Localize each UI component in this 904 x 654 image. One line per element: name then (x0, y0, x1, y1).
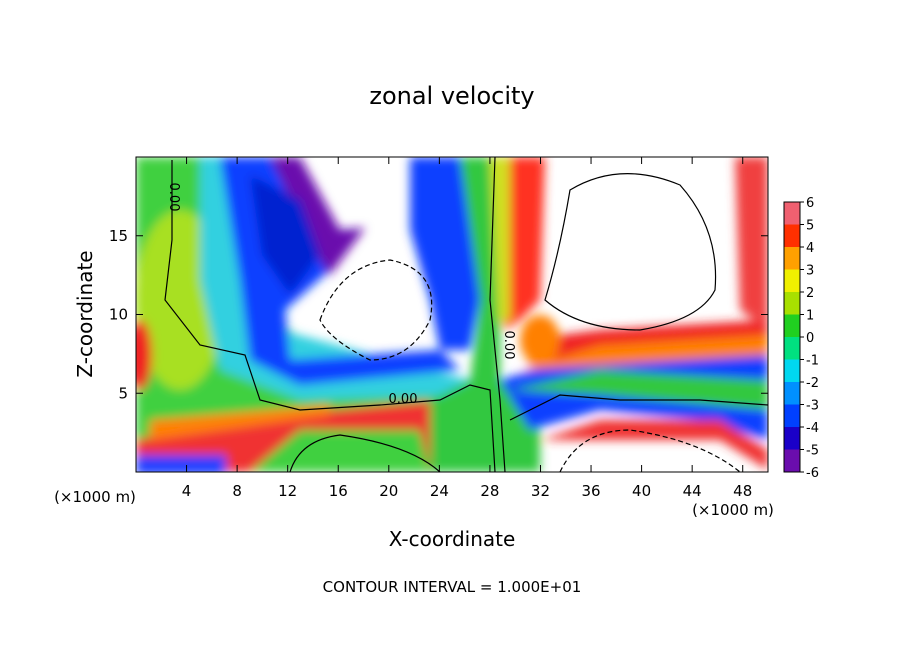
x-tick-label: 36 (581, 482, 600, 500)
colorbar-label: 3 (806, 264, 814, 279)
field (136, 157, 768, 472)
x-tick-label: 44 (683, 482, 702, 500)
x-axis-title: X-coordinate (389, 527, 516, 551)
x-tick-label: 8 (232, 482, 242, 500)
y-tick-label: 10 (109, 306, 128, 324)
colorbar-label: -4 (806, 421, 819, 436)
colorbar-segment (784, 247, 800, 270)
colorbar-label: -2 (806, 376, 819, 391)
x-tick-label: 28 (480, 482, 499, 500)
colorbar-label: -6 (806, 466, 819, 481)
colorbar-segment (784, 224, 800, 247)
colorbar-label: 1 (806, 309, 814, 324)
x-tick-label: 16 (329, 482, 348, 500)
y-unit: (×1000 m) (54, 488, 136, 506)
colorbar-segment (784, 202, 800, 225)
footer: CONTOUR INTERVAL = 1.000E+01 (323, 578, 582, 596)
y-axis-title: Z-coordinate (73, 250, 97, 377)
contour-label: 0.00 (501, 331, 516, 360)
colorbar-segment (784, 404, 800, 427)
colorbar-segment (784, 337, 800, 360)
x-tick-label: 20 (379, 482, 398, 500)
x-tick-label: 24 (430, 482, 449, 500)
colorbar-segment (784, 427, 800, 450)
contour-label: 0.00 (166, 183, 181, 212)
x-tick-label: 4 (182, 482, 192, 500)
colorbar-label: 2 (806, 286, 814, 301)
x-tick-label: 48 (733, 482, 752, 500)
chart-title: zonal velocity (369, 82, 534, 110)
colorbar-label: 0 (806, 331, 814, 346)
colorbar-label: -3 (806, 399, 819, 414)
colorbar-label: -5 (806, 444, 819, 459)
colorbar-label: 6 (806, 196, 814, 211)
colorbar-segment (784, 314, 800, 337)
colorbar-label: 5 (806, 219, 814, 234)
colorbar-segment (784, 359, 800, 382)
colorbar-segment (784, 382, 800, 405)
x-tick-label: 12 (278, 482, 297, 500)
colorbar-label: 4 (806, 241, 814, 256)
contour-label: 0.00 (389, 392, 418, 407)
x-unit: (×1000 m) (692, 501, 774, 519)
y-tick-label: 15 (109, 227, 128, 245)
x-tick-label: 40 (632, 482, 651, 500)
colorbar-label: -1 (806, 354, 819, 369)
colorbar-segment (784, 269, 800, 292)
x-tick-label: 32 (531, 482, 550, 500)
colorbar-segment (784, 292, 800, 315)
colorbar-segment (784, 449, 800, 472)
y-tick-label: 5 (118, 384, 128, 402)
